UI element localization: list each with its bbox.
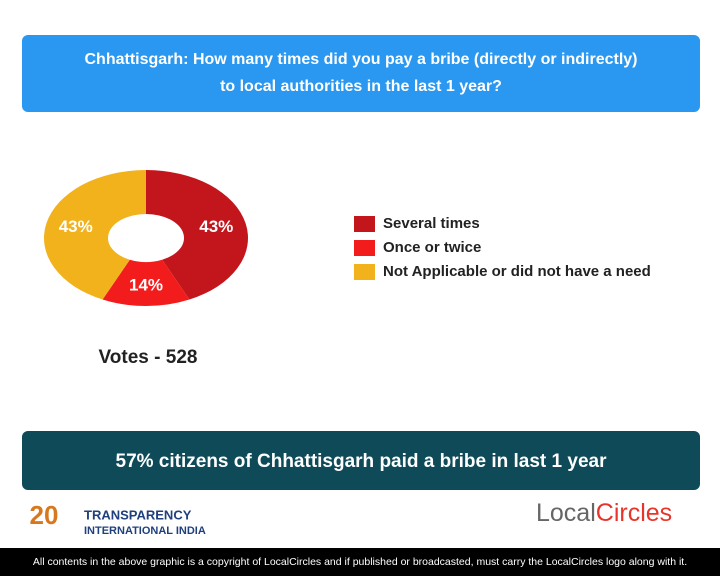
lc-name: Circles — [596, 499, 672, 527]
lc-logo: LocalCircles — [536, 499, 672, 527]
chart-title: Chhattisgarh: How many times did you pay… — [85, 51, 638, 68]
legend-label: Once or twice — [383, 239, 481, 256]
legend-swatch — [354, 240, 375, 256]
slice-label: 14% — [129, 275, 163, 294]
legend-label: Not Applicable or did not have a need — [383, 263, 651, 280]
legend-label: Several times — [383, 215, 480, 232]
legend-swatch — [354, 216, 375, 232]
votes-label: Votes - 528 — [99, 347, 198, 368]
slice-label: 43% — [199, 217, 233, 236]
pie-slice — [44, 170, 146, 300]
pie-slice — [102, 259, 190, 306]
lc-name: Local — [536, 499, 596, 527]
ti-name: TRANSPARENCY — [84, 507, 192, 522]
ti-mark: 20 — [30, 500, 59, 530]
legend-swatch — [354, 264, 375, 280]
pie-slice — [146, 170, 249, 300]
footer: All contents in the above graphic is a c… — [33, 556, 687, 568]
ti-name: INTERNATIONAL INDIA — [84, 525, 206, 537]
title-box — [22, 35, 700, 112]
headline-box — [22, 431, 700, 490]
chart-title: to local authorities in the last 1 year? — [220, 78, 502, 95]
slice-label: 43% — [59, 217, 93, 236]
headline: 57% citizens of Chhattisgarh paid a brib… — [116, 451, 608, 472]
footer-bar — [0, 548, 720, 576]
